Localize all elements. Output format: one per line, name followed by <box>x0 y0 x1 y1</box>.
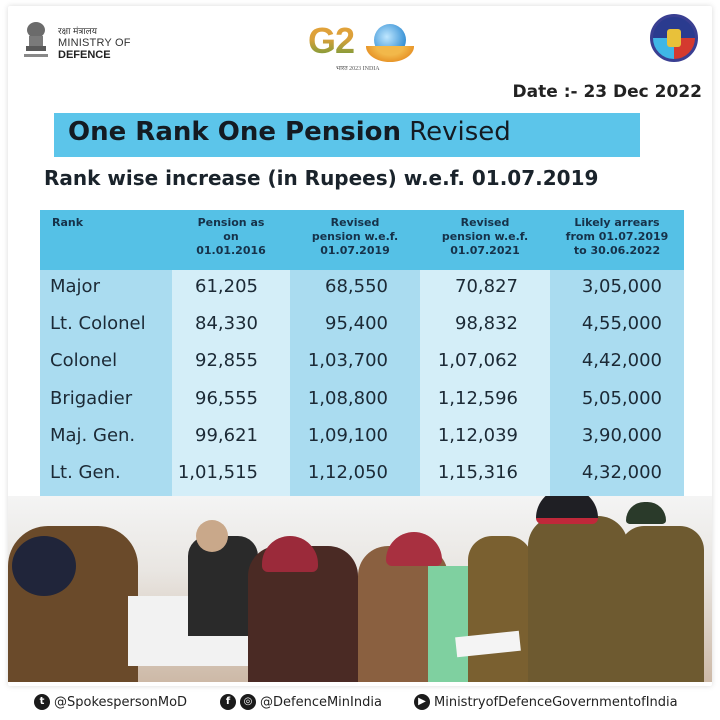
column-bg-2021 <box>420 270 550 496</box>
facebook-icon: f <box>220 694 236 710</box>
pension-2016-cell: 61,205 <box>195 276 258 297</box>
lotus-icon <box>366 46 414 62</box>
header-pension-2016: Pension as on 01.01.2016 <box>196 216 266 257</box>
table-row: Colonel 92,855 1,03,700 1,07,062 4,42,00… <box>40 344 684 381</box>
arrears-cell: 3,05,000 <box>581 276 662 297</box>
page-title: One Rank One Pension Revised <box>68 117 511 147</box>
facebook-instagram-label: @DefenceMinIndia <box>260 694 382 710</box>
pension-table: Rank Pension as on 01.01.2016 Revised pe… <box>40 210 684 496</box>
header-rank: Rank <box>52 216 84 229</box>
twitter-label: @SpokespersonMoD <box>54 694 188 710</box>
revised-2021-cell: 1,07,062 <box>437 350 518 371</box>
g20-text: G2 <box>308 20 355 61</box>
rank-cell: Brigadier <box>50 388 133 409</box>
ministry-hindi: रक्षा मंत्रालय <box>58 26 97 36</box>
header-arrears: Likely arrears from 01.07.2019 to 30.06.… <box>565 216 669 257</box>
column-bg-2019 <box>290 270 420 496</box>
revised-2019-cell: 68,550 <box>325 276 388 297</box>
arrears-cell: 4,55,000 <box>581 313 662 334</box>
pension-2016-cell: 92,855 <box>195 350 258 371</box>
pension-2016-cell: 1,01,515 <box>177 462 258 483</box>
rank-cell: Lt. Colonel <box>50 313 146 334</box>
revised-2019-cell: 1,03,700 <box>307 350 388 371</box>
revised-2019-cell: 1,09,100 <box>307 425 388 446</box>
revised-2021-cell: 98,832 <box>455 313 518 334</box>
pension-2016-cell: 99,621 <box>195 425 258 446</box>
national-emblem-icon <box>22 20 50 62</box>
revised-2021-cell: 1,15,316 <box>437 462 518 483</box>
pension-2016-cell: 96,555 <box>195 388 258 409</box>
column-bg-arrears <box>550 270 684 496</box>
arrears-cell: 5,05,000 <box>581 388 662 409</box>
ministry-line1: MINISTRY OF <box>58 37 131 49</box>
rank-cell: Maj. Gen. <box>50 425 136 446</box>
ministry-line2: DEFENCE <box>58 49 111 61</box>
g20-logo: G2 भारत 2023 INDIA <box>306 20 416 78</box>
social-footer: t @SpokespersonMoD f ◎ @DefenceMinIndia … <box>0 690 720 716</box>
arrears-cell: 4,32,000 <box>581 462 662 483</box>
g20-caption: भारत 2023 INDIA <box>336 66 380 72</box>
title-bold: One Rank One Pension <box>68 117 401 147</box>
defence-emblem-icon <box>650 14 698 62</box>
revised-2019-cell: 1,08,800 <box>307 388 388 409</box>
revised-2019-cell: 1,12,050 <box>307 462 388 483</box>
instagram-icon: ◎ <box>240 694 256 710</box>
twitter-handle[interactable]: t @SpokespersonMoD <box>34 694 187 710</box>
table-row: Brigadier 96,555 1,08,800 1,12,596 5,05,… <box>40 382 684 419</box>
subtitle: Rank wise increase (in Rupees) w.e.f. 01… <box>44 166 599 190</box>
table-row: Major 61,205 68,550 70,827 3,05,000 <box>40 270 684 307</box>
column-bg-2016 <box>172 270 290 496</box>
rank-cell: Lt. Gen. <box>50 462 121 483</box>
youtube-icon: ▶ <box>414 694 430 710</box>
date-label: Date :- 23 Dec 2022 <box>512 82 702 102</box>
arrears-cell: 4,42,000 <box>581 350 662 371</box>
column-bg-rank <box>40 270 172 496</box>
table-header <box>40 210 684 270</box>
youtube-label: MinistryofDefenceGovernmentofIndia <box>434 694 678 710</box>
youtube-handle[interactable]: ▶ MinistryofDefenceGovernmentofIndia <box>414 694 678 710</box>
title-light: Revised <box>409 117 511 147</box>
table-row: Lt. Colonel 84,330 95,400 98,832 4,55,00… <box>40 307 684 344</box>
table-row: Maj. Gen. 99,621 1,09,100 1,12,039 3,90,… <box>40 419 684 456</box>
revised-2019-cell: 95,400 <box>325 313 388 334</box>
title-banner: One Rank One Pension Revised <box>54 113 640 157</box>
arrears-cell: 3,90,000 <box>581 425 662 446</box>
ministry-of-defence-logo-text: रक्षा मंत्रालय MINISTRY OF DEFENCE <box>58 24 131 61</box>
header-revised-2021: Revised pension w.e.f. 01.07.2021 <box>441 216 529 257</box>
revised-2021-cell: 1,12,596 <box>437 388 518 409</box>
twitter-icon: t <box>34 694 50 710</box>
header-revised-2019: Revised pension w.e.f. 01.07.2019 <box>311 216 399 257</box>
facebook-instagram-handle[interactable]: f ◎ @DefenceMinIndia <box>220 694 382 710</box>
table-row: Lt. Gen. 1,01,515 1,12,050 1,15,316 4,32… <box>40 456 684 493</box>
revised-2021-cell: 70,827 <box>455 276 518 297</box>
rank-cell: Major <box>50 276 100 297</box>
veterans-photo <box>8 496 712 682</box>
revised-2021-cell: 1,12,039 <box>437 425 518 446</box>
rank-cell: Colonel <box>50 350 118 371</box>
pension-2016-cell: 84,330 <box>195 313 258 334</box>
